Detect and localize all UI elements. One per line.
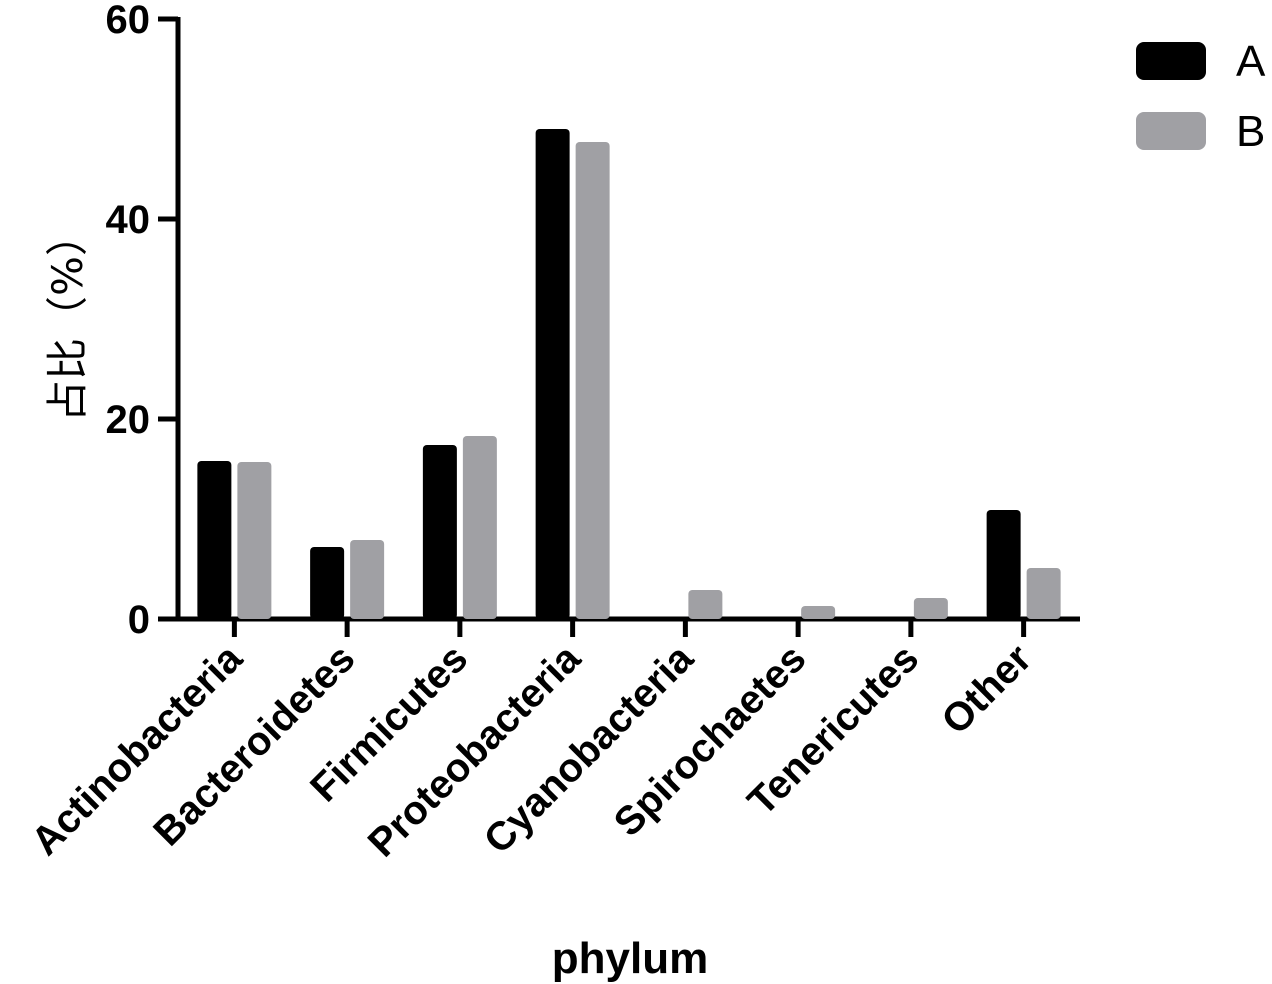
bar-B-actinobacteria xyxy=(237,462,272,619)
bar-B-firmicutes xyxy=(462,436,497,619)
x-tick-label: Spirochaetes xyxy=(606,636,815,845)
legend-swatch-A xyxy=(1136,42,1206,80)
legend-label-B: B xyxy=(1236,107,1265,156)
bar-A-bacteroidetes xyxy=(310,547,345,619)
legend-label-A: A xyxy=(1236,37,1266,86)
y-tick-label: 40 xyxy=(106,198,151,242)
bar-B-tenericutes xyxy=(913,598,948,619)
legend: AB xyxy=(1136,37,1266,156)
bar-B-cyanobacteria xyxy=(688,590,723,619)
bar-B-other xyxy=(1026,568,1061,619)
bar-B-spirochaetes xyxy=(801,606,836,619)
x-tick-label: Cyanobacteria xyxy=(476,636,703,863)
bar-A-firmicutes xyxy=(422,445,457,619)
x-tick-label: Other xyxy=(933,636,1040,743)
bar-B-bacteroidetes xyxy=(350,540,385,619)
bar-A-other xyxy=(986,510,1021,619)
x-tick-labels: ActinobacteriaBacteroidetesFirmicutesPro… xyxy=(23,636,1040,866)
bar-A-actinobacteria xyxy=(197,461,232,619)
y-tick-label: 60 xyxy=(106,0,151,42)
x-axis-title: phylum xyxy=(552,934,708,983)
bar-A-proteobacteria xyxy=(535,129,570,619)
x-tick-label: Actinobacteria xyxy=(23,636,251,864)
y-tick-label: 20 xyxy=(106,398,151,442)
x-tick-label: Bacteroidetes xyxy=(145,636,363,854)
bar-B-proteobacteria xyxy=(575,142,610,619)
bars xyxy=(197,129,1061,619)
legend-swatch-B xyxy=(1136,112,1206,150)
y-axis-title: 占比（%） xyxy=(43,214,92,422)
y-tick-label: 0 xyxy=(128,598,150,642)
